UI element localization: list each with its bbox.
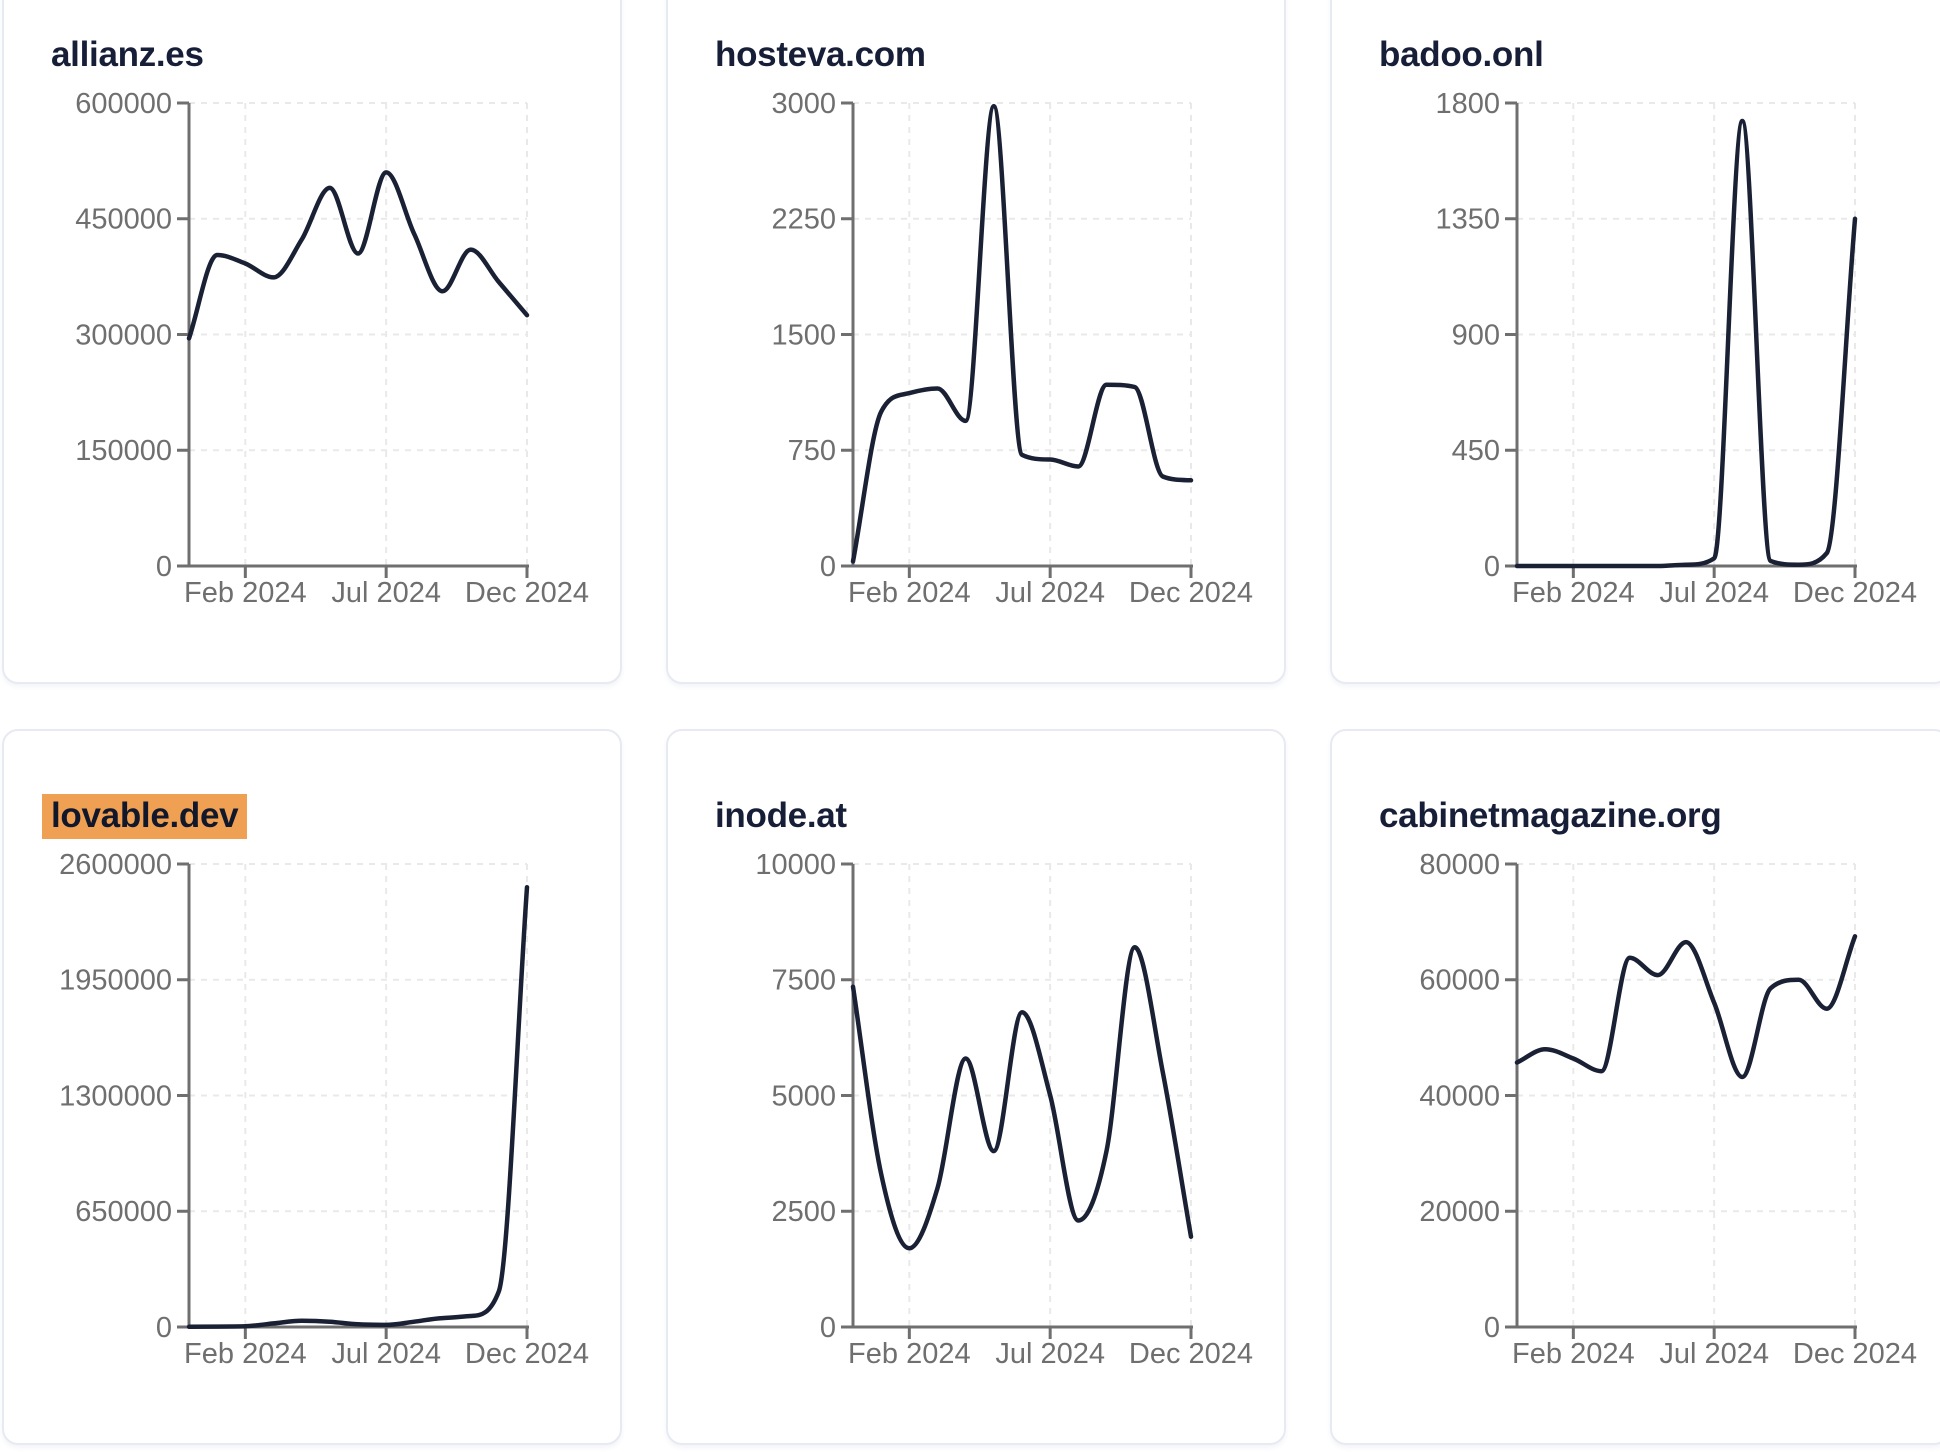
domain-title: cabinetmagazine.org (1379, 794, 1722, 838)
axes (177, 862, 529, 1339)
domain-chart-card-badoo.onl: badoo.onl 0 450 900 1350 1800 Feb 2024 Jul 202… (1330, 0, 1940, 684)
y-tick-label: 1350 (1435, 204, 1500, 236)
x-tick-label: Feb 2024 (184, 1338, 307, 1370)
y-tick-label: 600000 (75, 88, 172, 120)
traffic-series-line (1514, 934, 1858, 1080)
y-tick-label: 2250 (771, 204, 836, 236)
domain-chart-card-inode.at: inode.at 0 2500 5000 7500 10000 Feb 2024 Jul 2… (666, 729, 1286, 1445)
domain-title: hosteva.com (715, 33, 926, 77)
y-tick-label: 0 (1484, 1312, 1500, 1344)
x-tick-label: Dec 2024 (1129, 577, 1253, 609)
domain-chart-card-lovable.dev: lovable.dev 0 650000 1300000 1950000 2600000… (2, 729, 622, 1445)
domain-title-text: cabinetmagazine.org (1379, 796, 1722, 836)
y-tick-label: 0 (156, 1312, 172, 1344)
tick-labels: 0 650000 1300000 1950000 2600000 Feb 2024 Jul … (59, 849, 589, 1370)
domain-title: lovable.dev (42, 794, 248, 840)
x-tick-label: Dec 2024 (1793, 577, 1917, 609)
domain-chart-card-cabinetmagazine.org: cabinetmagazine.org 0 20000 40000 60000 8000… (1330, 729, 1940, 1445)
tick-labels: 0 450 900 1350 1800 Feb 2024 Jul 2024 Dec 2024 (1435, 88, 1917, 609)
traffic-line-chart: 0 2500 5000 7500 10000 Feb 2024 Jul 2024 Dec 20… (755, 849, 1253, 1370)
y-tick-label: 7500 (771, 965, 836, 997)
y-tick-label: 2500 (771, 1196, 836, 1228)
gridlines (189, 102, 528, 566)
x-tick-label: Feb 2024 (1512, 577, 1635, 609)
y-tick-label: 0 (156, 551, 172, 583)
traffic-series-line (850, 945, 1194, 1251)
y-tick-label: 750 (788, 435, 836, 467)
y-tick-label: 0 (820, 1312, 836, 1344)
axes (841, 101, 1193, 578)
y-tick-label: 1300000 (59, 1080, 172, 1112)
x-tick-label: Jul 2024 (1659, 577, 1769, 609)
domain-title: badoo.onl (1379, 33, 1544, 77)
y-tick-label: 450000 (75, 204, 172, 236)
gridlines (1517, 102, 1856, 566)
domain-title-text: lovable.dev (42, 794, 248, 840)
y-tick-label: 300000 (75, 319, 172, 351)
y-tick-label: 0 (820, 551, 836, 583)
tick-labels: 0 750 1500 2250 3000 Feb 2024 Jul 2024 Dec 2024 (771, 88, 1253, 609)
axes (1505, 101, 1857, 578)
domain-title: inode.at (715, 794, 847, 838)
gridlines (853, 863, 1192, 1327)
tick-labels: 0 2500 5000 7500 10000 Feb 2024 Jul 2024 Dec 20… (755, 849, 1253, 1370)
domain-title: allianz.es (51, 33, 204, 77)
y-tick-label: 900 (1452, 319, 1500, 351)
y-tick-label: 40000 (1419, 1080, 1500, 1112)
gridlines (853, 102, 1192, 566)
x-tick-label: Jul 2024 (995, 577, 1105, 609)
x-tick-label: Dec 2024 (465, 577, 589, 609)
gridlines (1517, 863, 1856, 1327)
domain-title-text: allianz.es (51, 35, 204, 75)
traffic-line-chart: 0 150000 300000 450000 600000 Feb 2024 Jul 202… (75, 88, 589, 609)
x-tick-label: Dec 2024 (465, 1338, 589, 1370)
x-tick-label: Dec 2024 (1129, 1338, 1253, 1370)
y-tick-label: 5000 (771, 1080, 836, 1112)
y-tick-label: 20000 (1419, 1196, 1500, 1228)
traffic-series-line (186, 170, 530, 341)
y-tick-label: 150000 (75, 435, 172, 467)
domain-chart-card-allianz.es: allianz.es 0 150000 300000 450000 600000 Feb … (2, 0, 622, 684)
x-tick-label: Feb 2024 (848, 1338, 971, 1370)
traffic-series-line (850, 103, 1194, 564)
domain-title-text: hosteva.com (715, 35, 926, 75)
y-tick-label: 1500 (771, 319, 836, 351)
axes (1505, 862, 1857, 1339)
x-tick-label: Dec 2024 (1793, 1338, 1917, 1370)
traffic-line-chart: 0 20000 40000 60000 80000 Feb 2024 Jul 2024 Dec… (1419, 849, 1917, 1370)
tick-labels: 0 150000 300000 450000 600000 Feb 2024 Jul 202… (75, 88, 589, 609)
x-tick-label: Feb 2024 (1512, 1338, 1635, 1370)
y-tick-label: 1800 (1435, 88, 1500, 120)
x-tick-label: Feb 2024 (184, 577, 307, 609)
tick-labels: 0 20000 40000 60000 80000 Feb 2024 Jul 2024 Dec… (1419, 849, 1917, 1370)
y-tick-label: 0 (1484, 551, 1500, 583)
y-tick-label: 60000 (1419, 965, 1500, 997)
traffic-line-chart: 0 750 1500 2250 3000 Feb 2024 Jul 2024 Dec 2024 (771, 88, 1253, 609)
y-tick-label: 2600000 (59, 849, 172, 881)
x-tick-label: Jul 2024 (995, 1338, 1105, 1370)
traffic-line-chart: 0 650000 1300000 1950000 2600000 Feb 2024 Jul … (59, 849, 589, 1370)
y-tick-label: 650000 (75, 1196, 172, 1228)
y-tick-label: 3000 (771, 88, 836, 120)
y-tick-label: 80000 (1419, 849, 1500, 881)
traffic-series-line (1514, 118, 1858, 569)
x-tick-label: Jul 2024 (1659, 1338, 1769, 1370)
domain-chart-card-hosteva.com: hosteva.com 0 750 1500 2250 3000 Feb 2024 Jul … (666, 0, 1286, 684)
axes (841, 862, 1193, 1339)
y-tick-label: 1950000 (59, 965, 172, 997)
x-tick-label: Feb 2024 (848, 577, 971, 609)
y-tick-label: 450 (1452, 435, 1500, 467)
traffic-line-chart: 0 450 900 1350 1800 Feb 2024 Jul 2024 Dec 2024 (1435, 88, 1917, 609)
axes (177, 101, 529, 578)
x-tick-label: Jul 2024 (331, 577, 441, 609)
y-tick-label: 10000 (755, 849, 836, 881)
domain-title-text: badoo.onl (1379, 35, 1544, 75)
gridlines (189, 863, 528, 1327)
x-tick-label: Jul 2024 (331, 1338, 441, 1370)
domain-title-text: inode.at (715, 796, 847, 836)
traffic-series-line (186, 884, 530, 1330)
